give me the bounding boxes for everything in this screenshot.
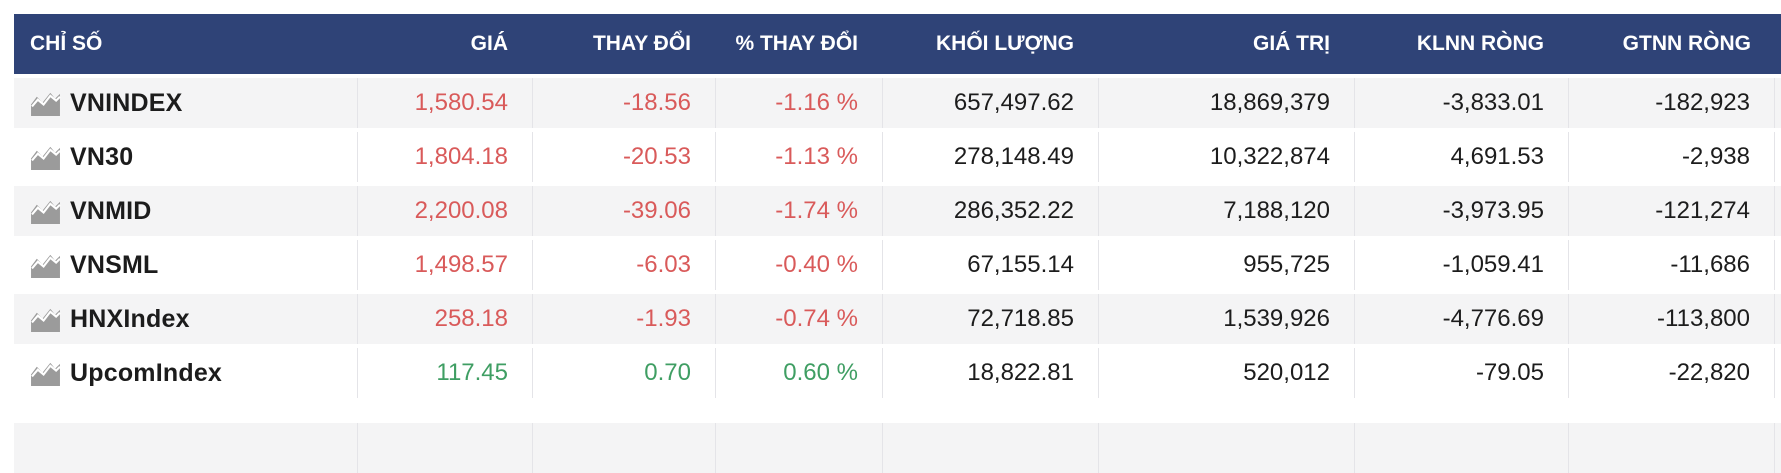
gtnn-rong-value	[1568, 423, 1775, 473]
table-row-hnxindex[interactable]: HNXIndex 258.18 -1.93 -0.74 % 72,718.85 …	[14, 294, 1781, 344]
index-name[interactable]: VNSML	[70, 250, 159, 279]
area-chart-icon[interactable]	[30, 360, 61, 387]
gia-tri-value: 1,539,926	[1098, 294, 1354, 344]
pct-thay-doi-value: -1.74 %	[715, 186, 882, 236]
index-name[interactable]: VNINDEX	[70, 88, 183, 117]
table-header-row: CHỈ SỐ GIÁ THAY ĐỔI % THAY ĐỔI KHỐI LƯỢN…	[14, 14, 1781, 74]
gtnn-rong-value: -121,274	[1568, 186, 1775, 236]
khoi-luong-value: 286,352.22	[882, 186, 1098, 236]
table-row-vn30[interactable]: VN30 1,804.18 -20.53 -1.13 % 278,148.49 …	[14, 132, 1781, 182]
column-header-gia-tri: GIÁ TRỊ	[1253, 32, 1330, 55]
gia-value: 1,804.18	[357, 132, 532, 182]
klnn-rong-value: -3,833.01	[1354, 78, 1568, 128]
column-header-klnn-rong: KLNN RÒNG	[1416, 32, 1544, 55]
table-row-vnindex[interactable]: VNINDEX 1,580.54 -18.56 -1.16 % 657,497.…	[14, 78, 1781, 128]
khoi-luong-value	[882, 423, 1098, 473]
klnn-rong-value: -3,973.95	[1354, 186, 1568, 236]
column-header-gtnn-rong: GTNN RÒNG	[1622, 32, 1751, 55]
thay-doi-value: -39.06	[532, 186, 715, 236]
index-name-cell[interactable]: UpcomIndex	[14, 348, 357, 398]
pct-thay-doi-value: -1.13 %	[715, 132, 882, 182]
gtnn-rong-value: -22,820	[1568, 348, 1775, 398]
khoi-luong-value: 72,718.85	[882, 294, 1098, 344]
klnn-rong-value: -4,776.69	[1354, 294, 1568, 344]
gia-tri-value	[1098, 423, 1354, 473]
index-name-cell[interactable]: VN30	[14, 132, 357, 182]
klnn-rong-value: 4,691.53	[1354, 132, 1568, 182]
area-chart-icon[interactable]	[30, 306, 61, 333]
column-header-thay-doi: THAY ĐỔI	[592, 32, 691, 55]
index-name-cell[interactable]: VNSML	[14, 240, 357, 290]
gia-tri-value: 18,869,379	[1098, 78, 1354, 128]
table-row-vnmid[interactable]: VNMID 2,200.08 -39.06 -1.74 % 286,352.22…	[14, 186, 1781, 236]
index-name[interactable]: VN30	[70, 142, 134, 171]
pct-thay-doi-value: 0.60 %	[715, 348, 882, 398]
gia-tri-value: 520,012	[1098, 348, 1354, 398]
table-row-clipped	[14, 423, 1781, 473]
index-name-cell[interactable]: VNMID	[14, 186, 357, 236]
market-index-table: CHỈ SỐ GIÁ THAY ĐỔI % THAY ĐỔI KHỐI LƯỢN…	[14, 14, 1781, 402]
index-name[interactable]: HNXIndex	[70, 304, 190, 333]
khoi-luong-value: 18,822.81	[882, 348, 1098, 398]
klnn-rong-value	[1354, 423, 1568, 473]
column-header-chi-so: CHỈ SỐ	[30, 32, 103, 55]
thay-doi-value	[532, 423, 715, 473]
table-row-upcomindex[interactable]: UpcomIndex 117.45 0.70 0.60 % 18,822.81 …	[14, 348, 1781, 398]
khoi-luong-value: 278,148.49	[882, 132, 1098, 182]
index-name[interactable]: VNMID	[70, 196, 152, 225]
pct-thay-doi-value: -0.74 %	[715, 294, 882, 344]
gia-value	[357, 423, 532, 473]
gia-value: 117.45	[357, 348, 532, 398]
pct-thay-doi-value: -1.16 %	[715, 78, 882, 128]
gia-value: 2,200.08	[357, 186, 532, 236]
gia-value: 1,498.57	[357, 240, 532, 290]
area-chart-icon[interactable]	[30, 198, 61, 225]
pct-thay-doi-value: -0.40 %	[715, 240, 882, 290]
thay-doi-value: -18.56	[532, 78, 715, 128]
area-chart-icon[interactable]	[30, 252, 61, 279]
thay-doi-value: 0.70	[532, 348, 715, 398]
gtnn-rong-value: -11,686	[1568, 240, 1775, 290]
gtnn-rong-value: -113,800	[1568, 294, 1775, 344]
klnn-rong-value: -1,059.41	[1354, 240, 1568, 290]
column-header-gia: GIÁ	[470, 32, 508, 55]
column-header-pct-thay-doi: % THAY ĐỔI	[735, 32, 858, 55]
area-chart-icon[interactable]	[30, 90, 61, 117]
gia-tri-value: 955,725	[1098, 240, 1354, 290]
khoi-luong-value: 657,497.62	[882, 78, 1098, 128]
thay-doi-value: -1.93	[532, 294, 715, 344]
klnn-rong-value: -79.05	[1354, 348, 1568, 398]
gia-tri-value: 10,322,874	[1098, 132, 1354, 182]
khoi-luong-value: 67,155.14	[882, 240, 1098, 290]
gia-value: 1,580.54	[357, 78, 532, 128]
index-name[interactable]: UpcomIndex	[70, 358, 223, 387]
table-row-vnsml[interactable]: VNSML 1,498.57 -6.03 -0.40 % 67,155.14 9…	[14, 240, 1781, 290]
index-name-cell	[14, 423, 357, 473]
gtnn-rong-value: -2,938	[1568, 132, 1775, 182]
pct-thay-doi-value	[715, 423, 882, 473]
thay-doi-value: -6.03	[532, 240, 715, 290]
index-name-cell[interactable]: VNINDEX	[14, 78, 357, 128]
column-header-khoi-luong: KHỐI LƯỢNG	[936, 32, 1074, 55]
thay-doi-value: -20.53	[532, 132, 715, 182]
gtnn-rong-value: -182,923	[1568, 78, 1775, 128]
index-name-cell[interactable]: HNXIndex	[14, 294, 357, 344]
area-chart-icon[interactable]	[30, 144, 61, 171]
gia-value: 258.18	[357, 294, 532, 344]
gia-tri-value: 7,188,120	[1098, 186, 1354, 236]
